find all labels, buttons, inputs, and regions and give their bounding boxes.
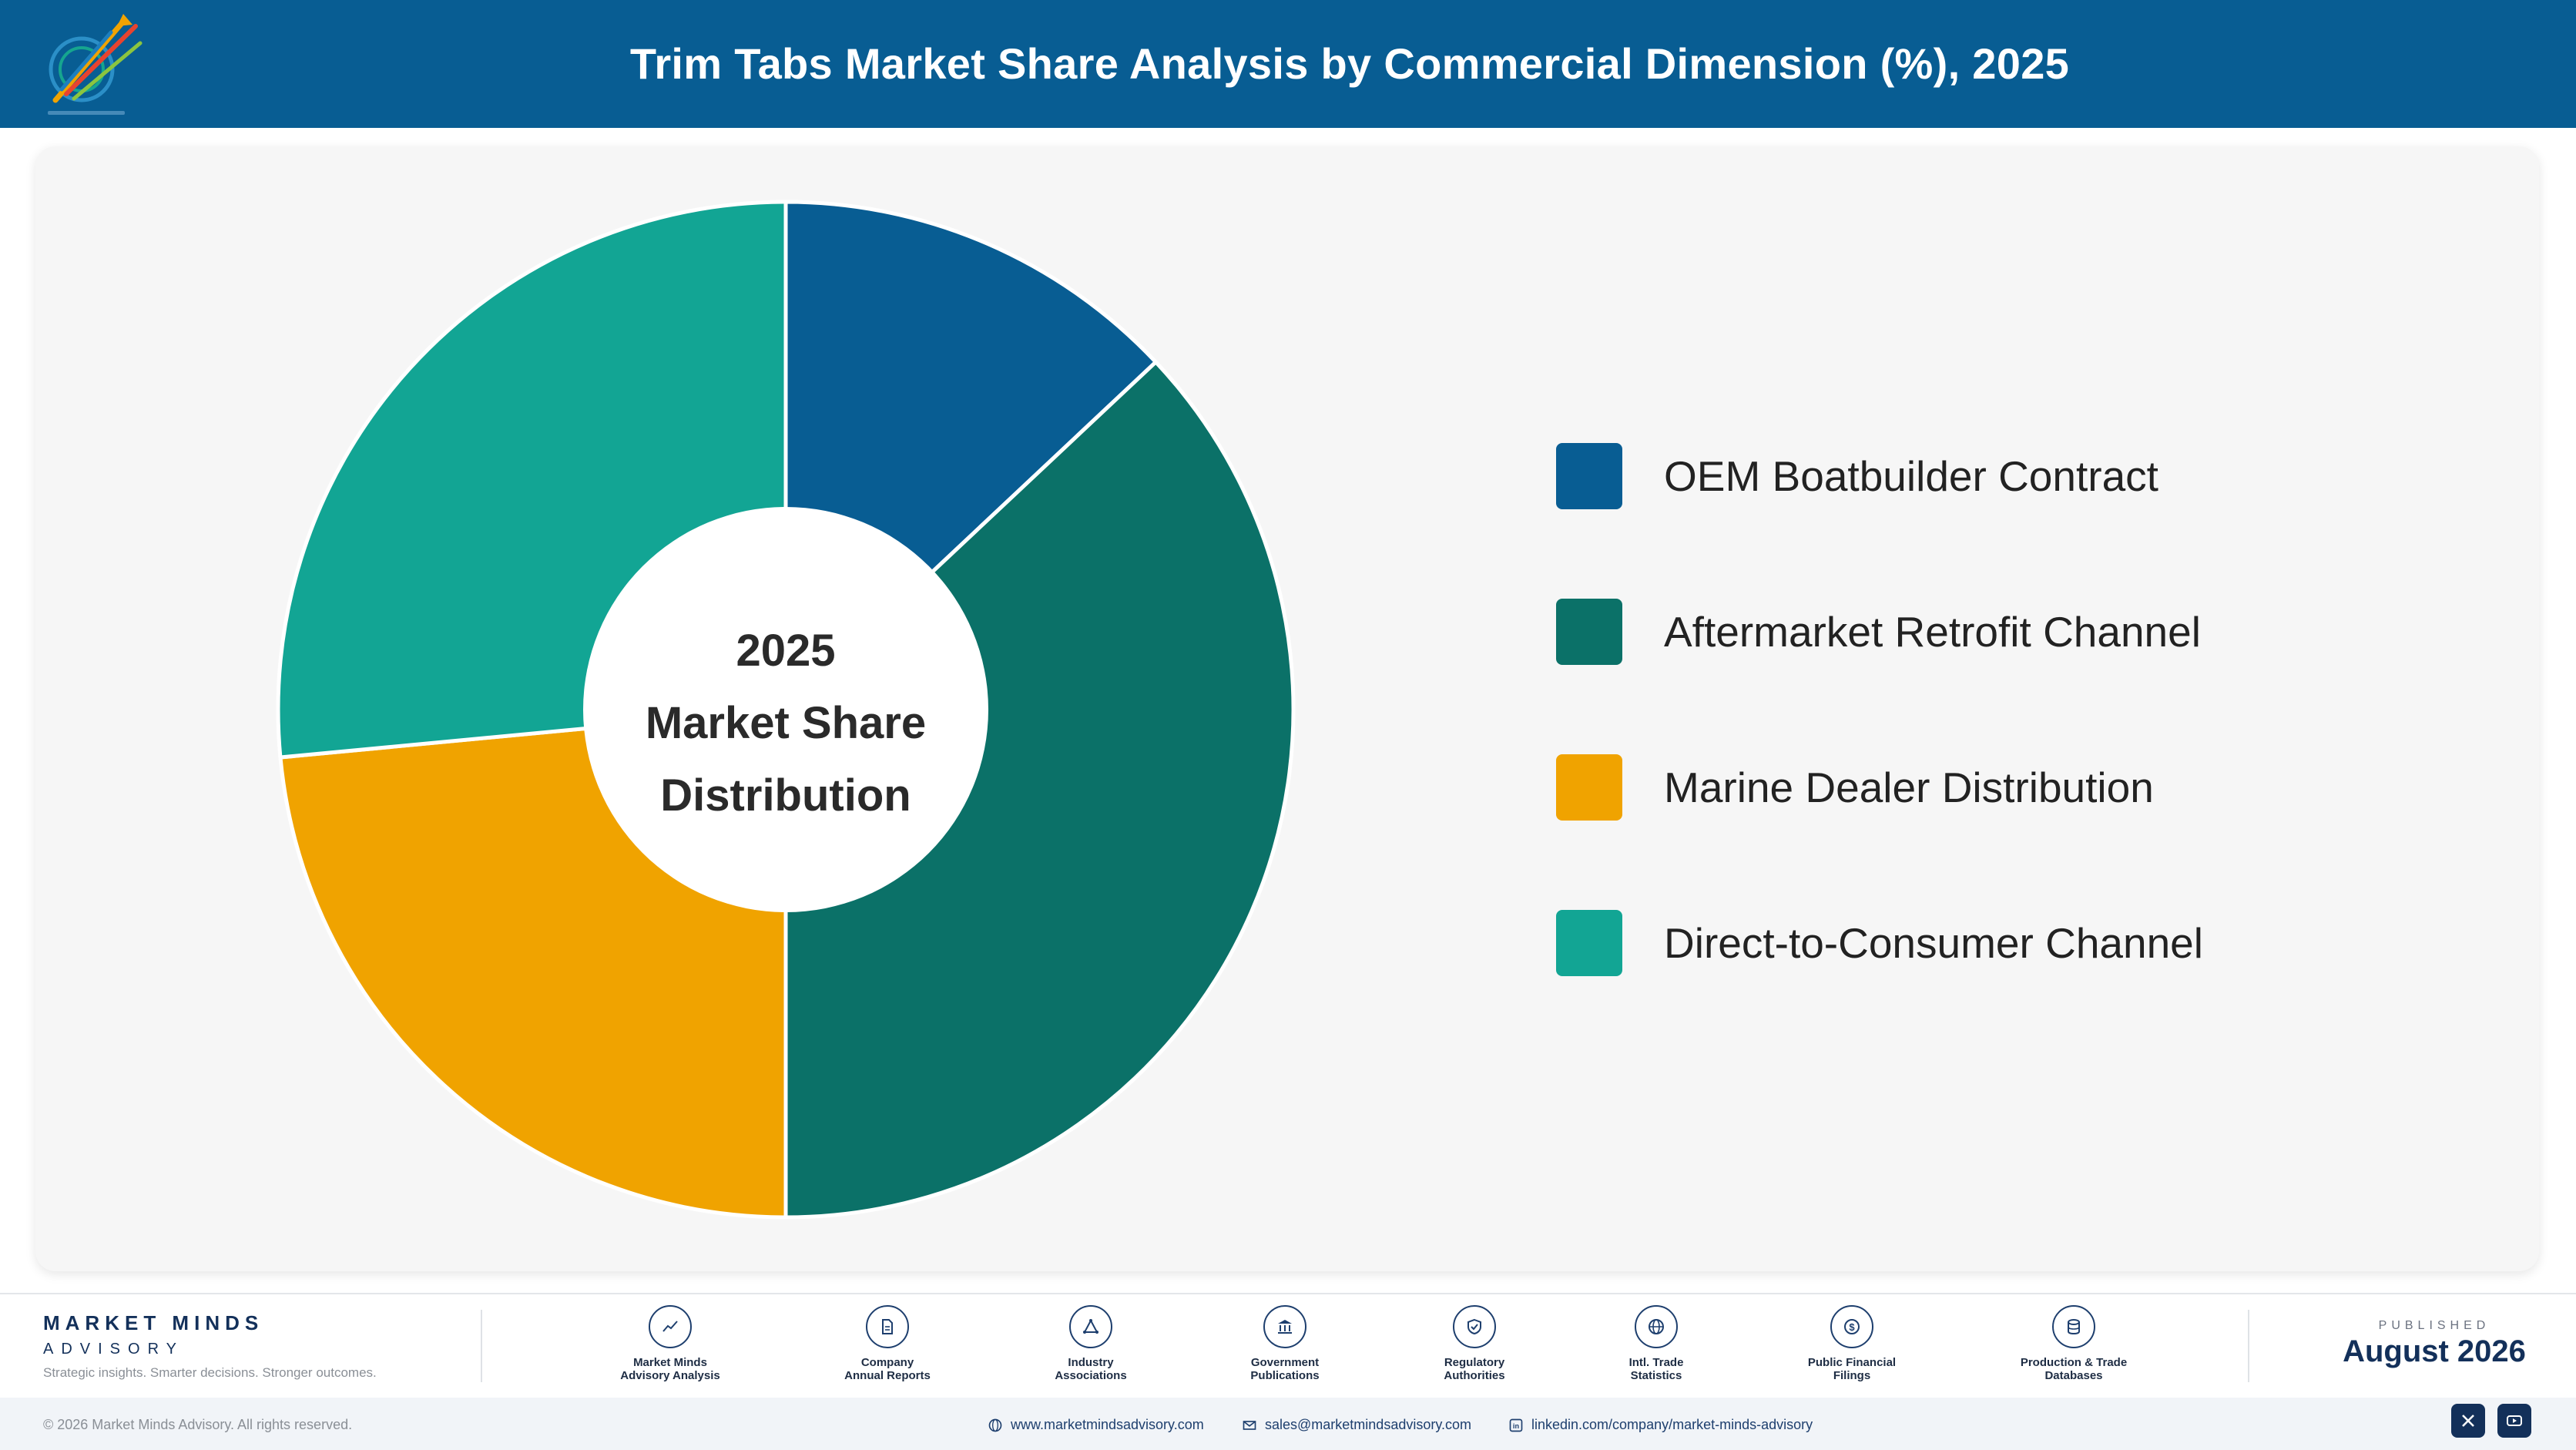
x-social-button[interactable]: [2451, 1404, 2485, 1438]
mail-icon: [1243, 1421, 1256, 1431]
legend-label: Direct-to-Consumer Channel: [1664, 919, 2203, 967]
legend-swatch: [1556, 754, 1622, 821]
source-label: Intl. Trade Statistics: [1628, 1356, 1684, 1382]
shield-check-icon: [1453, 1305, 1496, 1348]
legend-swatch: [1556, 910, 1622, 976]
youtube-icon: [2507, 1415, 2522, 1426]
svg-text:in: in: [1513, 1422, 1520, 1430]
dollar-coin-icon: $: [1830, 1305, 1873, 1348]
x-logo-icon: [2462, 1415, 2474, 1427]
linkedin-icon: in: [1509, 1418, 1523, 1432]
government-building-icon: [1263, 1305, 1306, 1348]
legend-label: Aftermarket Retrofit Channel: [1664, 608, 2201, 656]
source-label: Market Minds Advisory Analysis: [620, 1356, 720, 1382]
network-icon: [1069, 1305, 1112, 1348]
source-label: Industry Associations: [1055, 1356, 1127, 1382]
center-label-line-1: 2025: [736, 626, 835, 676]
document-icon: [866, 1305, 909, 1348]
legend-label: OEM Boatbuilder Contract: [1664, 452, 2158, 500]
legend-item-oem: OEM Boatbuilder Contract: [1556, 443, 2403, 509]
source-label: Company Annual Reports: [844, 1356, 931, 1382]
youtube-social-button[interactable]: [2497, 1404, 2531, 1438]
center-label-line-2: Market Share: [646, 698, 926, 748]
linkedin-link[interactable]: in linkedin.com/company/market-minds-advi…: [1508, 1398, 1813, 1450]
divider: [481, 1310, 482, 1382]
legend-swatch: [1556, 599, 1622, 665]
website-link[interactable]: www.marketmindsadvisory.com: [988, 1398, 1204, 1450]
trend-line-icon: [649, 1305, 692, 1348]
brand-tagline: Strategic insights. Smarter decisions. S…: [43, 1365, 377, 1380]
footer-bottom-bar: © 2026 Market Minds Advisory. All rights…: [0, 1398, 2576, 1450]
donut-chart: 2025 Market Share Distribution: [278, 202, 1296, 1220]
email-link[interactable]: sales@marketmindsadvisory.com: [1242, 1398, 1471, 1450]
legend-item-dtc: Direct-to-Consumer Channel: [1556, 910, 2403, 976]
chart-title: Trim Tabs Market Share Analysis by Comme…: [629, 39, 2070, 88]
source-label: Public Financial Filings: [1807, 1356, 1897, 1382]
globe-icon: [1635, 1305, 1678, 1348]
source-government-publications: Government Publications: [1200, 1305, 1370, 1382]
brand-subtitle: ADVISORY: [43, 1341, 184, 1358]
source-label: Production & Trade Databases: [2020, 1356, 2128, 1382]
legend-swatch: [1556, 443, 1622, 509]
legend-item-aftermarket: Aftermarket Retrofit Channel: [1556, 599, 2403, 665]
center-label-line-3: Distribution: [660, 770, 911, 821]
published-date: August 2026: [2343, 1334, 2526, 1368]
legend-label: Marine Dealer Distribution: [1664, 764, 2154, 811]
copyright-text: © 2026 Market Minds Advisory. All rights…: [43, 1417, 353, 1432]
svg-text:$: $: [1849, 1321, 1855, 1333]
brand-name: MARKET MINDS: [43, 1311, 264, 1334]
globe-icon: [988, 1418, 1002, 1432]
source-regulatory-authorities: Regulatory Authorities: [1390, 1305, 1559, 1382]
legend-item-dealer: Marine Dealer Distribution: [1556, 754, 2403, 821]
footer: MARKET MINDS ADVISORY Strategic insights…: [0, 1293, 2576, 1450]
source-trade-databases: Production & Trade Databases: [1989, 1305, 2158, 1382]
source-industry-associations: Industry Associations: [1006, 1305, 1176, 1382]
source-label: Regulatory Authorities: [1444, 1356, 1505, 1382]
divider: [2248, 1310, 2249, 1382]
published-label: PUBLISHED: [2378, 1319, 2490, 1332]
source-trade-statistics: Intl. Trade Statistics: [1571, 1305, 1741, 1382]
database-icon: [2052, 1305, 2095, 1348]
donut-hole: [583, 507, 988, 912]
donut-slice-2: [783, 359, 1296, 1220]
source-label: Government Publications: [1250, 1356, 1320, 1382]
source-financial-filings: $ Public Financial Filings: [1767, 1305, 1937, 1382]
company-logo-icon: [48, 14, 143, 115]
source-company-reports: Company Annual Reports: [803, 1305, 972, 1382]
header-bar: Trim Tabs Market Share Analysis by Comme…: [0, 0, 2576, 128]
source-market-minds: Market Minds Advisory Analysis: [585, 1305, 755, 1382]
